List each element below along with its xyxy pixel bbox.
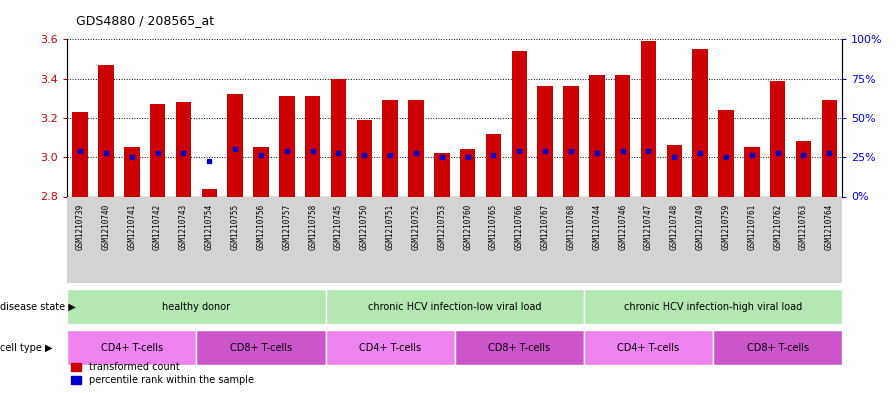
Text: CD4+ T-cells: CD4+ T-cells bbox=[359, 343, 421, 353]
Text: chronic HCV infection-low viral load: chronic HCV infection-low viral load bbox=[368, 301, 541, 312]
Text: cell type ▶: cell type ▶ bbox=[0, 343, 53, 353]
Text: CD4+ T-cells: CD4+ T-cells bbox=[617, 343, 679, 353]
Bar bbox=[460, 149, 476, 196]
Bar bbox=[99, 65, 114, 196]
Bar bbox=[124, 147, 140, 196]
Text: GSM1210740: GSM1210740 bbox=[101, 204, 110, 250]
Text: GSM1210744: GSM1210744 bbox=[592, 204, 601, 250]
Text: GSM1210757: GSM1210757 bbox=[282, 204, 291, 250]
Bar bbox=[486, 134, 501, 196]
Text: GSM1210751: GSM1210751 bbox=[385, 204, 394, 250]
Text: GSM1210742: GSM1210742 bbox=[153, 204, 162, 250]
Text: GSM1210754: GSM1210754 bbox=[205, 204, 214, 250]
Text: CD8+ T-cells: CD8+ T-cells bbox=[230, 343, 292, 353]
Text: GSM1210760: GSM1210760 bbox=[463, 204, 472, 250]
Bar bbox=[67, 330, 196, 365]
Legend: transformed count, percentile rank within the sample: transformed count, percentile rank withi… bbox=[67, 358, 257, 389]
Text: GSM1210743: GSM1210743 bbox=[179, 204, 188, 250]
Bar bbox=[202, 189, 217, 196]
Text: GSM1210766: GSM1210766 bbox=[515, 204, 524, 250]
Text: GSM1210739: GSM1210739 bbox=[75, 204, 84, 250]
Bar bbox=[383, 100, 398, 196]
Text: GSM1210756: GSM1210756 bbox=[256, 204, 265, 250]
Bar bbox=[641, 41, 656, 196]
Text: GSM1210755: GSM1210755 bbox=[230, 204, 239, 250]
Text: CD4+ T-cells: CD4+ T-cells bbox=[100, 343, 163, 353]
Bar bbox=[744, 147, 760, 196]
Bar bbox=[564, 86, 579, 196]
Bar bbox=[589, 75, 605, 196]
Text: GSM1210749: GSM1210749 bbox=[695, 204, 704, 250]
Bar bbox=[325, 330, 454, 365]
Bar bbox=[693, 49, 708, 196]
Text: GSM1210753: GSM1210753 bbox=[437, 204, 446, 250]
Text: GSM1210762: GSM1210762 bbox=[773, 204, 782, 250]
Bar bbox=[615, 75, 631, 196]
Bar bbox=[770, 81, 786, 196]
Text: CD8+ T-cells: CD8+ T-cells bbox=[488, 343, 550, 353]
Bar bbox=[67, 289, 325, 324]
Bar bbox=[512, 51, 527, 196]
Text: GSM1210750: GSM1210750 bbox=[360, 204, 369, 250]
Text: GSM1210746: GSM1210746 bbox=[618, 204, 627, 250]
Text: GSM1210764: GSM1210764 bbox=[825, 204, 834, 250]
Bar bbox=[325, 289, 584, 324]
Bar bbox=[584, 330, 713, 365]
Text: GSM1210768: GSM1210768 bbox=[566, 204, 575, 250]
Text: GSM1210747: GSM1210747 bbox=[644, 204, 653, 250]
Text: healthy donor: healthy donor bbox=[162, 301, 230, 312]
Bar bbox=[150, 104, 166, 196]
Text: GSM1210745: GSM1210745 bbox=[334, 204, 343, 250]
Bar bbox=[254, 147, 269, 196]
Text: GDS4880 / 208565_at: GDS4880 / 208565_at bbox=[76, 15, 214, 28]
Text: GSM1210752: GSM1210752 bbox=[411, 204, 420, 250]
Bar bbox=[409, 100, 424, 196]
Text: disease state ▶: disease state ▶ bbox=[0, 301, 76, 312]
Bar bbox=[176, 102, 191, 196]
Bar bbox=[667, 145, 682, 196]
Text: GSM1210759: GSM1210759 bbox=[721, 204, 730, 250]
Text: GSM1210767: GSM1210767 bbox=[540, 204, 549, 250]
Bar bbox=[822, 100, 837, 196]
Bar bbox=[719, 110, 734, 196]
Text: GSM1210765: GSM1210765 bbox=[489, 204, 498, 250]
Bar bbox=[228, 94, 243, 196]
Bar bbox=[357, 120, 372, 196]
Bar bbox=[538, 86, 553, 196]
Text: CD8+ T-cells: CD8+ T-cells bbox=[746, 343, 809, 353]
Text: chronic HCV infection-high viral load: chronic HCV infection-high viral load bbox=[624, 301, 802, 312]
Bar bbox=[279, 96, 295, 196]
Bar bbox=[196, 330, 325, 365]
Text: GSM1210758: GSM1210758 bbox=[308, 204, 317, 250]
Text: GSM1210763: GSM1210763 bbox=[799, 204, 808, 250]
Bar bbox=[434, 153, 450, 196]
Text: GSM1210748: GSM1210748 bbox=[670, 204, 679, 250]
Bar bbox=[713, 330, 842, 365]
Text: GSM1210741: GSM1210741 bbox=[127, 204, 136, 250]
Bar bbox=[305, 96, 321, 196]
Text: GSM1210761: GSM1210761 bbox=[747, 204, 756, 250]
Bar bbox=[584, 289, 842, 324]
Bar bbox=[331, 79, 346, 196]
Bar bbox=[454, 330, 584, 365]
Bar bbox=[796, 141, 811, 196]
Bar bbox=[73, 112, 88, 196]
